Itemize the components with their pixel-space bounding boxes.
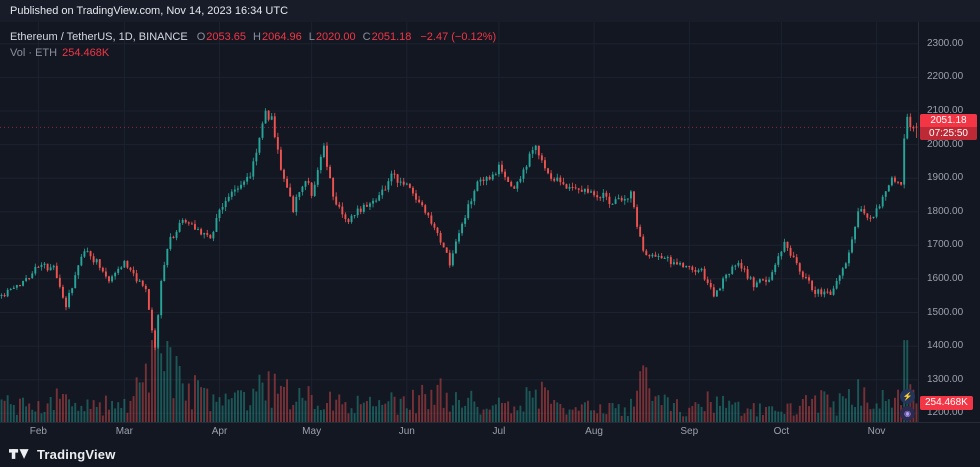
symbol-title[interactable]: Ethereum / TetherUS, 1D, BINANCE [10,31,188,43]
price-tick-label: 2000.00 [927,138,964,150]
price-tick-label: 2300.00 [927,37,964,49]
volume-badge: 254.468K [920,396,973,410]
boost-bubble-icon[interactable]: ⚡ [900,389,915,404]
time-tick-label: Feb [29,426,47,437]
close-value: 2051.18 [371,31,412,43]
price-tick-label: 2200.00 [927,71,964,83]
time-tick-label: Aug [585,426,603,437]
tradingview-logo-icon[interactable] [9,447,30,461]
lightning-icon: ⚡ [902,392,913,401]
last-price-badge: 2051.18 07:25:50 [920,114,977,141]
close-value-group: C2051.18 [362,31,412,43]
publish-banner-text: Published on TradingView.com, Nov 14, 20… [10,5,289,17]
time-tick-label: Jun [398,426,415,437]
price-tick-label: 1300.00 [927,373,964,385]
price-tick-label: 1400.00 [927,340,964,352]
last-price-value: 2051.18 [930,115,967,127]
time-tick-label: May [302,426,322,437]
high-value: 2064.96 [261,31,302,43]
symbol-legend: Ethereum / TetherUS, 1D, BINANCE O2053.6… [10,29,496,61]
high-value-group: H2064.96 [253,31,302,43]
time-tick-label: Jul [492,426,506,437]
price-tick-label: 1700.00 [927,239,964,251]
price-tick-label: 1500.00 [927,306,964,318]
candlestick-chart[interactable] [0,22,918,422]
price-tick-label: 1800.00 [927,205,964,217]
target-icon: ◉ [904,409,911,418]
time-tick-label: Sep [680,426,699,437]
open-value: 2053.65 [206,31,247,43]
time-tick-label: Apr [211,426,228,437]
volume-label[interactable]: Vol · ETH [10,47,58,59]
volume-value: 254.468K [62,47,110,59]
bar-countdown: 07:25:50 [920,127,977,141]
price-tick-label: 1600.00 [927,272,964,284]
open-value-group: O2053.65 [196,31,247,43]
low-value: 2020.00 [315,31,356,43]
time-tick-label: Nov [867,426,886,437]
price-tick-label: 1900.00 [927,172,964,184]
time-axis[interactable]: Feb Mar Apr May Jun Jul Aug Sep Oct Nov [0,422,980,441]
footer: TradingView [0,441,980,467]
price-tick-label: 1200.00 [927,407,964,419]
time-tick-label: Oct [773,426,790,437]
price-axis[interactable]: 2051.18 07:25:50 254.468K 2300.00 2200.00… [918,22,980,422]
chart-area[interactable]: Ethereum / TetherUS, 1D, BINANCE O2053.6… [0,22,918,422]
time-tick-label: Mar [115,426,133,437]
low-value-group: L2020.00 [308,31,356,43]
tradingview-brand[interactable]: TradingView [37,446,116,462]
change-value: −2.47 (−0.12%) [420,31,497,43]
price-tick-label: 2100.00 [927,105,964,116]
publish-banner: Published on TradingView.com, Nov 14, 20… [0,0,980,22]
reaction-bubble-icon[interactable]: ◉ [900,406,915,421]
